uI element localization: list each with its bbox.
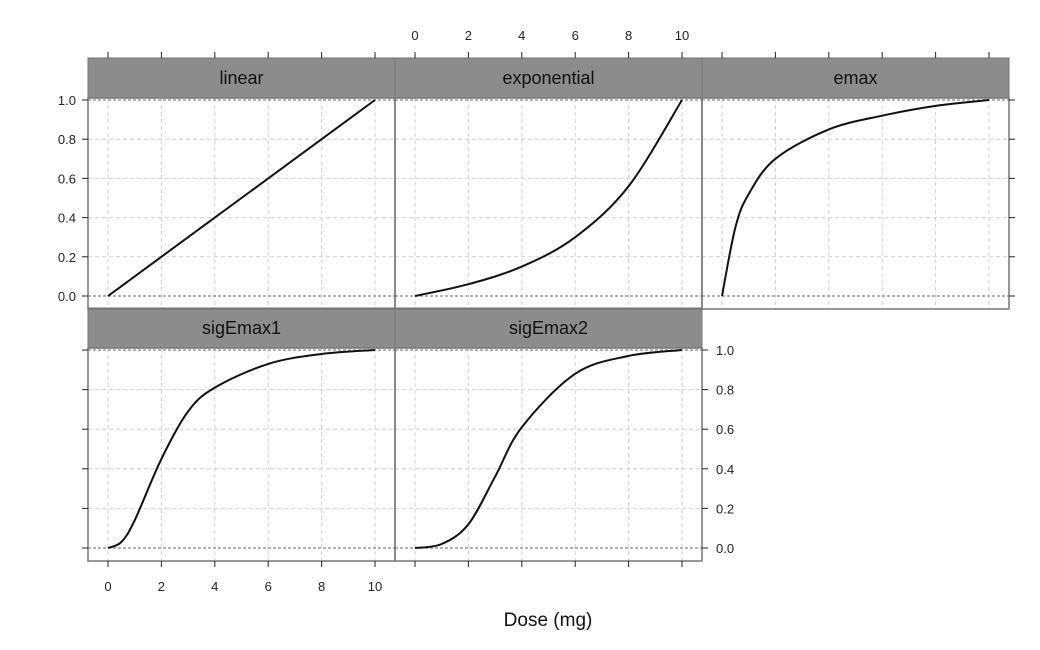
strip-linear (87, 57, 396, 99)
y-tick-label: 0.2 (58, 250, 76, 265)
x-tick-label: 10 (675, 28, 689, 43)
x-tick-label: 0 (411, 28, 418, 43)
series-line-exponential (414, 99, 683, 297)
line-layer (107, 99, 990, 549)
panel-frame-sigEmax2 (394, 347, 703, 562)
axis-layer: 0 2 4 6 8 10 0 2 4 6 8 10 0.0 0.2 0.4 0.6 0.8 1.0 0.0 0.2 0.… (58, 28, 1015, 594)
series-line-emax (721, 99, 990, 297)
strip-emax (701, 57, 1010, 99)
y-tick-label: 0.4 (58, 211, 76, 226)
grid-layer (88, 98, 1009, 561)
panel-title-linear: linear (219, 68, 263, 88)
y-tick-label: 1.0 (58, 93, 76, 108)
y-tick-label: 0.0 (58, 289, 76, 304)
x-tick-label: 6 (265, 579, 272, 594)
strip-sigEmax1 (87, 307, 396, 349)
x-tick-label: 4 (211, 579, 218, 594)
x-axis-title: Dose (mg) (504, 610, 593, 631)
x-tick-label: 8 (625, 28, 632, 43)
x-tick-label: 10 (368, 579, 382, 594)
panel-frame-exponential (394, 97, 703, 310)
y-tick-label: 0.8 (58, 132, 76, 147)
y-tick-label: 0.4 (716, 462, 734, 477)
y-tick-label: 0.8 (716, 383, 734, 398)
series-line-sigEmax1 (107, 349, 376, 549)
panel-frame-sigEmax1 (87, 347, 396, 562)
y-tick-label: 0.0 (716, 541, 734, 556)
panel-title-emax: emax (833, 68, 877, 88)
y-tick-label: 0.6 (58, 171, 76, 186)
panel-title-exponential: exponential (502, 68, 594, 88)
series-line-sigEmax2 (414, 349, 683, 549)
y-tick-label: 0.2 (716, 501, 734, 516)
x-tick-label: 2 (465, 28, 472, 43)
panel-title-sigEmax1: sigEmax1 (202, 318, 281, 338)
x-tick-label: 4 (518, 28, 525, 43)
strip-sigEmax2 (394, 307, 703, 349)
strip-exponential (394, 57, 703, 99)
x-tick-label: 8 (318, 579, 325, 594)
series-line-linear (107, 99, 376, 297)
x-tick-label: 2 (158, 579, 165, 594)
frame-layer (87, 97, 1010, 562)
panel-title-sigEmax2: sigEmax2 (509, 318, 588, 338)
panel-frame-emax (701, 97, 1010, 310)
strip-layer: linear exponential emax sigEmax1 sigEmax2 (87, 57, 1010, 349)
y-tick-label: 0.6 (716, 422, 734, 437)
x-tick-label: 0 (104, 579, 111, 594)
x-tick-label: 6 (572, 28, 579, 43)
y-tick-label: 1.0 (716, 343, 734, 358)
